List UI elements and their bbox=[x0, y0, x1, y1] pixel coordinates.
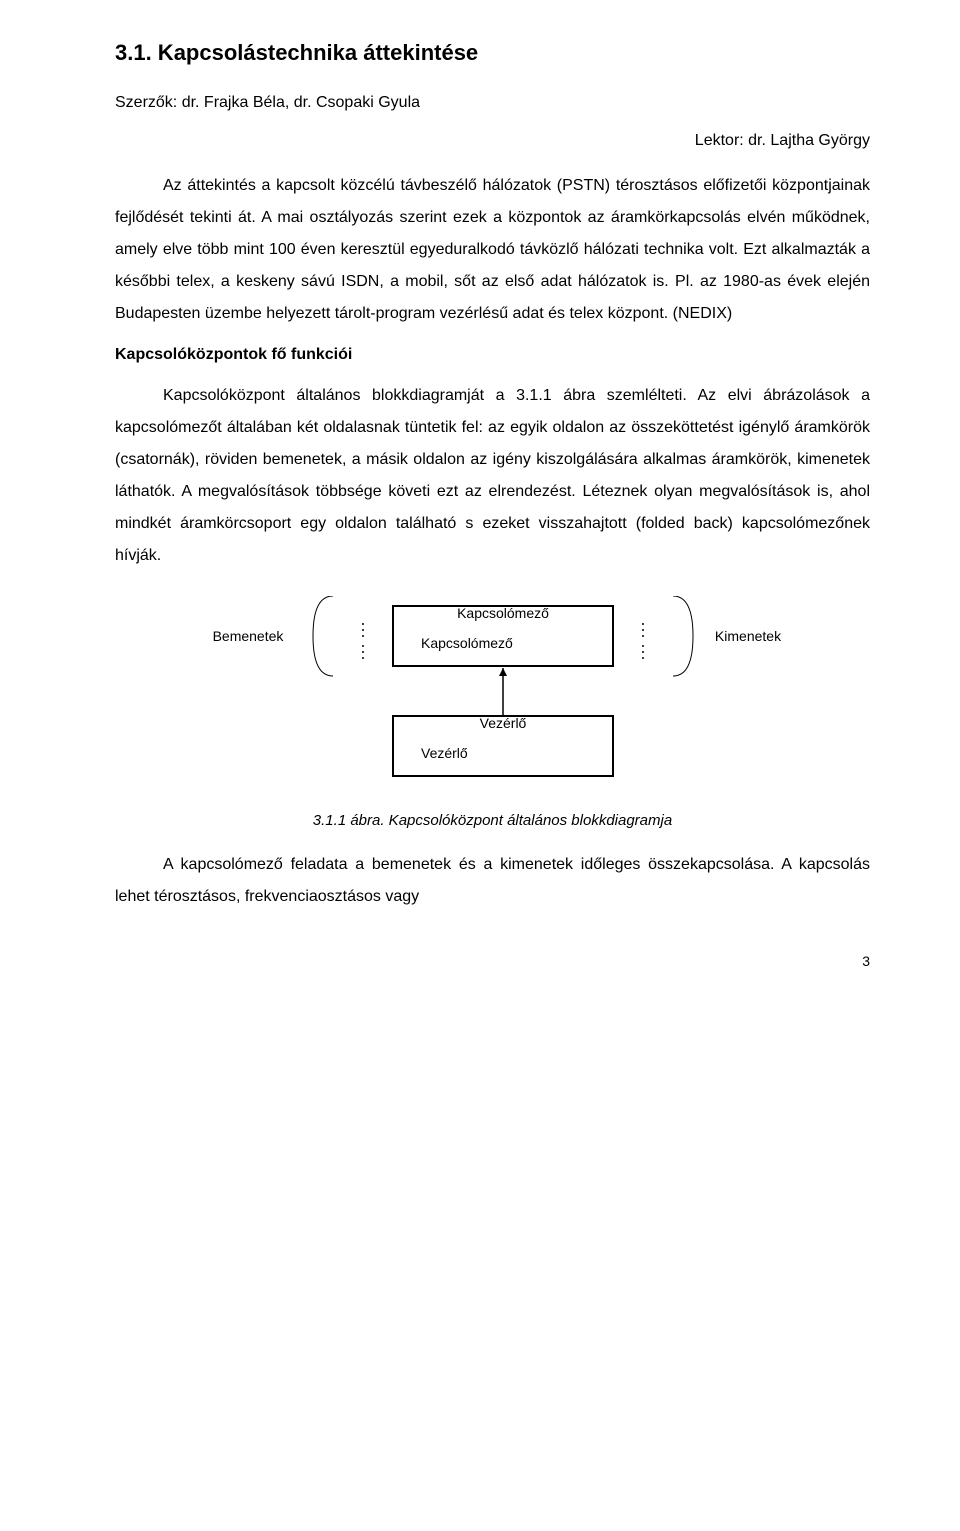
svg-text:Vezérlő: Vezérlő bbox=[421, 745, 468, 761]
svg-text:Kimenetek: Kimenetek bbox=[714, 628, 781, 644]
page-title: 3.1. Kapcsolástechnika áttekintése bbox=[115, 40, 870, 66]
svg-text:Kapcsolómező: Kapcsolómező bbox=[421, 635, 513, 651]
paragraph-functions: Kapcsolóközpont általános blokkdiagramjá… bbox=[115, 380, 870, 572]
authors-line: Szerzők: dr. Frajka Béla, dr. Csopaki Gy… bbox=[115, 94, 870, 112]
block-diagram: Kapcsolómező Kapcsolómező Vezérlő Vezérlő Be… bbox=[115, 596, 870, 796]
page-number: 3 bbox=[115, 953, 870, 969]
svg-text:Vezérlő: Vezérlő bbox=[479, 715, 526, 731]
paragraph-intro: Az áttekintés a kapcsolt közcélú távbesz… bbox=[115, 170, 870, 330]
paragraph-continued: A kapcsolómező feladata a bemenetek és a… bbox=[115, 849, 870, 913]
svg-text:Bemenetek: Bemenetek bbox=[212, 628, 284, 644]
block-diagram-svg: Kapcsolómező Kapcsolómező Vezérlő Vezérlő Be… bbox=[183, 596, 803, 796]
figure-caption: 3.1.1 ábra. Kapcsolóközpont általános bl… bbox=[115, 812, 870, 829]
lector-line: Lektor: dr. Lajtha György bbox=[115, 132, 870, 150]
subheading-functions: Kapcsolóközpontok fő funkciói bbox=[115, 346, 870, 364]
svg-text:Kapcsolómező: Kapcsolómező bbox=[457, 605, 549, 621]
